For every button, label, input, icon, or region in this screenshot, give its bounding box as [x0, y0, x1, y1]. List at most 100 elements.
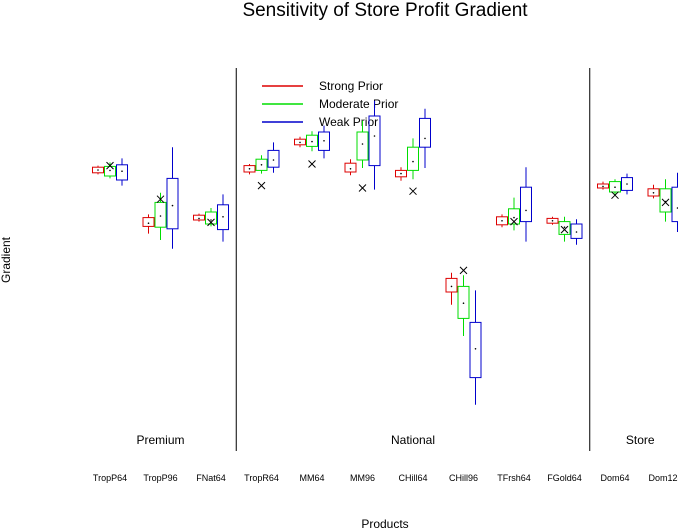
- box-mm96-1: [356, 120, 369, 168]
- tick-label-chill96: CHill96: [449, 473, 478, 483]
- box-body: [166, 177, 179, 230]
- median-dot: [222, 216, 224, 218]
- box-body: [520, 186, 532, 223]
- box-dom64-1: [609, 179, 621, 196]
- box-body: [193, 214, 205, 221]
- marker-stroke: [661, 198, 670, 207]
- box-body: [217, 204, 229, 231]
- box-body: [445, 277, 458, 293]
- box-mm64-0: [294, 136, 306, 148]
- median-dot: [311, 140, 313, 143]
- median-dot: [147, 222, 150, 224]
- box-tropr64-0: [243, 164, 256, 175]
- box-mm64-2: [318, 125, 330, 159]
- box-body: [356, 131, 369, 161]
- box-tfrsh64-0: [496, 214, 508, 228]
- group-labels: Premium National Store: [136, 433, 654, 447]
- box-tropp64-0: [92, 165, 104, 175]
- median-dot: [614, 186, 616, 188]
- box-dom128-2: [671, 172, 678, 232]
- box-body: [344, 162, 357, 173]
- tick-label-tropr64: TropR64: [244, 473, 279, 483]
- box-body: [508, 208, 520, 225]
- box-mm96-0: [344, 159, 357, 176]
- marker-stroke: [409, 187, 417, 196]
- median-dot: [260, 164, 263, 166]
- box-body: [318, 131, 330, 151]
- legend-entry-0: Strong Prior: [319, 79, 383, 93]
- box-dom128-0: [647, 184, 660, 199]
- box-body: [306, 134, 318, 147]
- box-fgold64-2: [570, 219, 583, 245]
- median-dot: [462, 302, 465, 305]
- box-fgold64-0: [546, 216, 559, 225]
- y-axis-label: Gradient: [0, 236, 13, 283]
- tick-label-mm64: MM64: [299, 473, 324, 483]
- box-body: [647, 188, 660, 197]
- median-dot: [97, 169, 99, 171]
- box-body: [621, 177, 633, 191]
- marker-stroke: [611, 191, 619, 200]
- marker-stroke: [459, 266, 468, 275]
- median-dot: [575, 231, 578, 233]
- median-dot: [652, 192, 655, 194]
- box-chill96-1: [457, 275, 470, 336]
- actual-marker-dom64: [611, 191, 619, 200]
- tick-label-tfrsh64: TFrsh64: [497, 473, 531, 483]
- median-dot: [450, 285, 453, 288]
- actual-value-markers: [106, 160, 670, 275]
- box-fnat64-1: [205, 208, 217, 227]
- box-fgold64-1: [558, 216, 571, 242]
- actual-marker-fgold64: [560, 225, 569, 234]
- box-body: [609, 181, 621, 193]
- box-tropp96-0: [142, 214, 155, 234]
- box-fnat64-0: [193, 213, 205, 222]
- box-tropp64-2: [116, 158, 128, 186]
- box-body: [671, 186, 678, 223]
- box-fnat64-2: [217, 194, 229, 242]
- actual-marker-mm64: [308, 160, 316, 168]
- box-tfrsh64-2: [520, 167, 532, 242]
- box-dom128-1: [659, 179, 672, 222]
- box-chill96-2: [469, 290, 482, 405]
- median-dot: [323, 140, 325, 142]
- box-body: [267, 149, 280, 168]
- box-body: [597, 183, 609, 189]
- box-body: [419, 117, 431, 148]
- group-label-national: National: [391, 433, 435, 447]
- marker-stroke: [560, 225, 569, 234]
- tick-label-dom128: Dom128: [648, 473, 678, 483]
- box-body: [205, 211, 217, 225]
- box-body: [457, 285, 470, 319]
- box-body: [104, 165, 116, 177]
- median-dot: [109, 169, 111, 172]
- marker-stroke: [257, 181, 266, 190]
- median-dot: [501, 220, 503, 222]
- chart-title: Sensitivity of Store Profit Gradient: [242, 0, 528, 21]
- median-dot: [551, 220, 554, 222]
- median-dot: [513, 216, 515, 219]
- box-tropp96-1: [154, 192, 167, 240]
- box-body: [368, 115, 381, 167]
- median-dot: [424, 137, 426, 140]
- tick-label-chill64: CHill64: [398, 473, 427, 483]
- median-dot: [171, 204, 174, 207]
- median-dot: [248, 168, 251, 170]
- actual-marker-mm96: [358, 184, 367, 192]
- marker-stroke: [308, 160, 316, 168]
- actual-marker-tfrsh64: [510, 217, 518, 226]
- box-dom64-0: [597, 181, 609, 190]
- box-tropp96-2: [166, 147, 179, 249]
- x-axis-label: Products: [361, 517, 408, 530]
- median-dot: [373, 135, 376, 137]
- box-mm64-1: [306, 131, 318, 152]
- tick-label-tropp64: TropP64: [93, 473, 127, 483]
- box-body: [142, 217, 155, 227]
- box-tropr64-2: [267, 142, 280, 173]
- tick-label-dom64: Dom64: [600, 473, 629, 483]
- actual-marker-tropp64: [106, 161, 114, 170]
- box-body: [659, 188, 672, 213]
- median-dot: [210, 219, 212, 221]
- box-body: [558, 221, 571, 235]
- actual-marker-tropr64: [257, 181, 266, 190]
